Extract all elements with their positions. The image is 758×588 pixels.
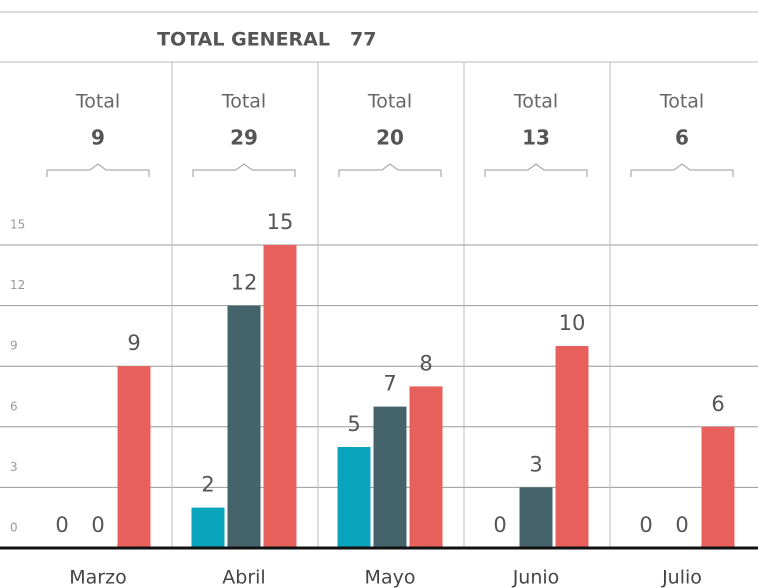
x-tick-label: Junio [512, 567, 560, 588]
total-value: 9 [91, 126, 105, 150]
y-tick-label: 15 [10, 218, 25, 232]
total-general: 77 [350, 29, 376, 51]
bar [519, 487, 553, 548]
total-label: Total [221, 91, 266, 113]
bar [409, 386, 443, 548]
total-value: 20 [376, 126, 404, 150]
total-value: 6 [675, 126, 689, 150]
data-label: 0 [493, 513, 506, 537]
bar [117, 366, 151, 548]
total-label: Total [659, 91, 704, 113]
bracket [192, 163, 296, 177]
y-tick-label: 9 [10, 339, 18, 353]
y-tick-label: 6 [10, 399, 18, 413]
data-label: 2 [201, 473, 214, 497]
total-value: 13 [522, 126, 550, 150]
data-label: 8 [419, 351, 432, 375]
bar [191, 507, 225, 548]
total-label: Total [513, 91, 558, 113]
x-tick-label: Mayo [365, 567, 416, 588]
data-label: 5 [347, 412, 360, 436]
y-tick-label: 0 [10, 521, 18, 535]
y-tick-label: 3 [10, 460, 18, 474]
data-label: 9 [127, 331, 140, 355]
x-tick-label: Julio [661, 567, 702, 588]
data-label: 15 [267, 210, 294, 234]
data-label: 12 [231, 271, 258, 295]
bracket [338, 163, 442, 177]
bar [227, 305, 261, 548]
total-value: 29 [230, 126, 258, 150]
x-tick-label: Abril [222, 567, 265, 588]
total-label: Total [75, 91, 120, 113]
x-tick-label: Marzo [69, 567, 126, 588]
data-label: 3 [529, 452, 542, 476]
bar [337, 447, 371, 548]
bar [263, 245, 297, 548]
data-label: 0 [91, 513, 104, 537]
data-label: 7 [383, 372, 396, 396]
data-label: 10 [559, 311, 586, 335]
bar [555, 346, 589, 548]
data-label: 0 [675, 513, 688, 537]
bar [373, 406, 407, 548]
data-label: 6 [711, 392, 724, 416]
chart-title: TOTAL GENERAL [157, 29, 330, 51]
bar [701, 426, 735, 548]
bracket [484, 163, 588, 177]
total-label: Total [367, 91, 412, 113]
bracket [46, 163, 150, 177]
bracket [630, 163, 734, 177]
data-label: 0 [639, 513, 652, 537]
y-tick-label: 12 [10, 278, 25, 292]
data-label: 0 [55, 513, 68, 537]
